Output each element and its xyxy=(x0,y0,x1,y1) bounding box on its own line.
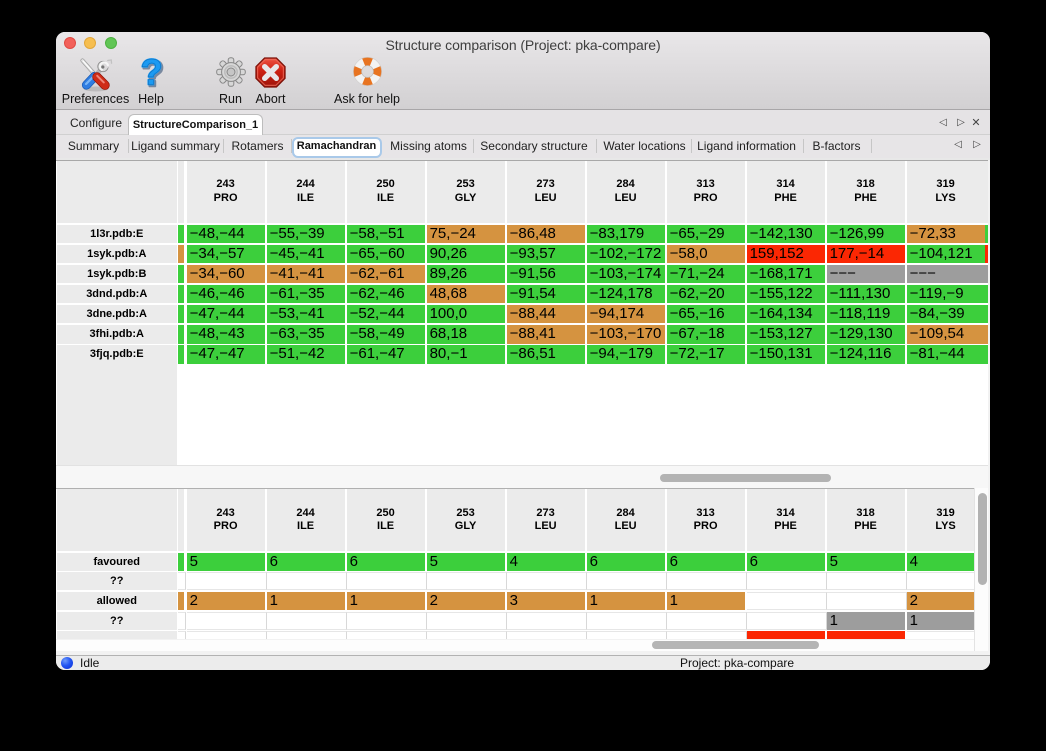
svg-text:?: ? xyxy=(141,57,163,90)
svg-text:?: ? xyxy=(141,57,163,90)
svg-text:?: ? xyxy=(142,57,164,90)
